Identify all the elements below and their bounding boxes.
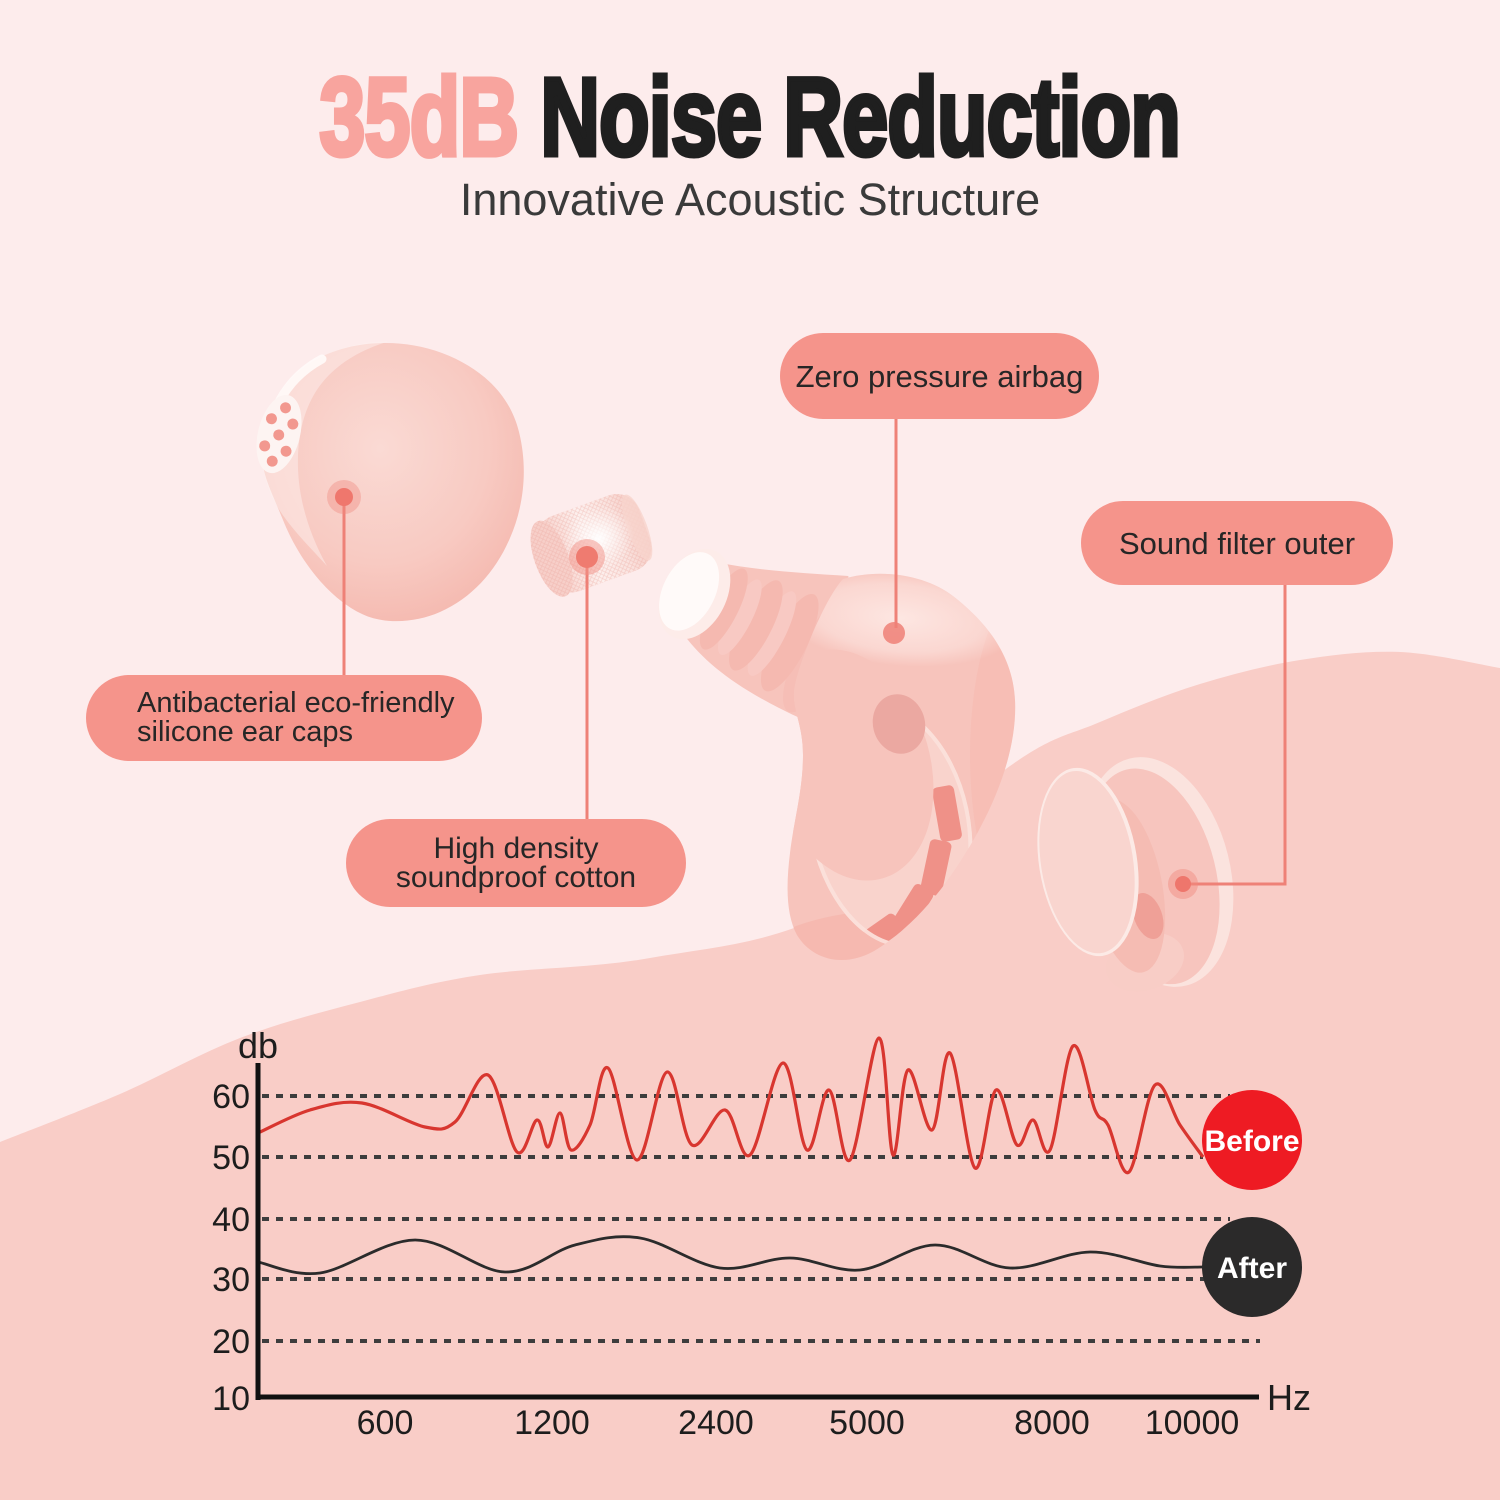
svg-text:After: After — [1217, 1252, 1287, 1285]
svg-text:50: 50 — [212, 1139, 250, 1177]
svg-text:40: 40 — [212, 1201, 250, 1239]
svg-text:8000: 8000 — [1014, 1404, 1090, 1442]
svg-text:10: 10 — [212, 1380, 250, 1418]
svg-text:60: 60 — [212, 1078, 250, 1116]
svg-text:20: 20 — [212, 1323, 250, 1361]
svg-text:10000: 10000 — [1145, 1404, 1240, 1442]
svg-text:db: db — [238, 1025, 278, 1066]
svg-text:1200: 1200 — [514, 1404, 590, 1442]
svg-text:600: 600 — [357, 1404, 414, 1442]
svg-text:5000: 5000 — [829, 1404, 905, 1442]
svg-text:2400: 2400 — [678, 1404, 754, 1442]
svg-text:Hz: Hz — [1267, 1377, 1311, 1418]
svg-text:30: 30 — [212, 1261, 250, 1299]
svg-text:Before: Before — [1204, 1125, 1299, 1158]
